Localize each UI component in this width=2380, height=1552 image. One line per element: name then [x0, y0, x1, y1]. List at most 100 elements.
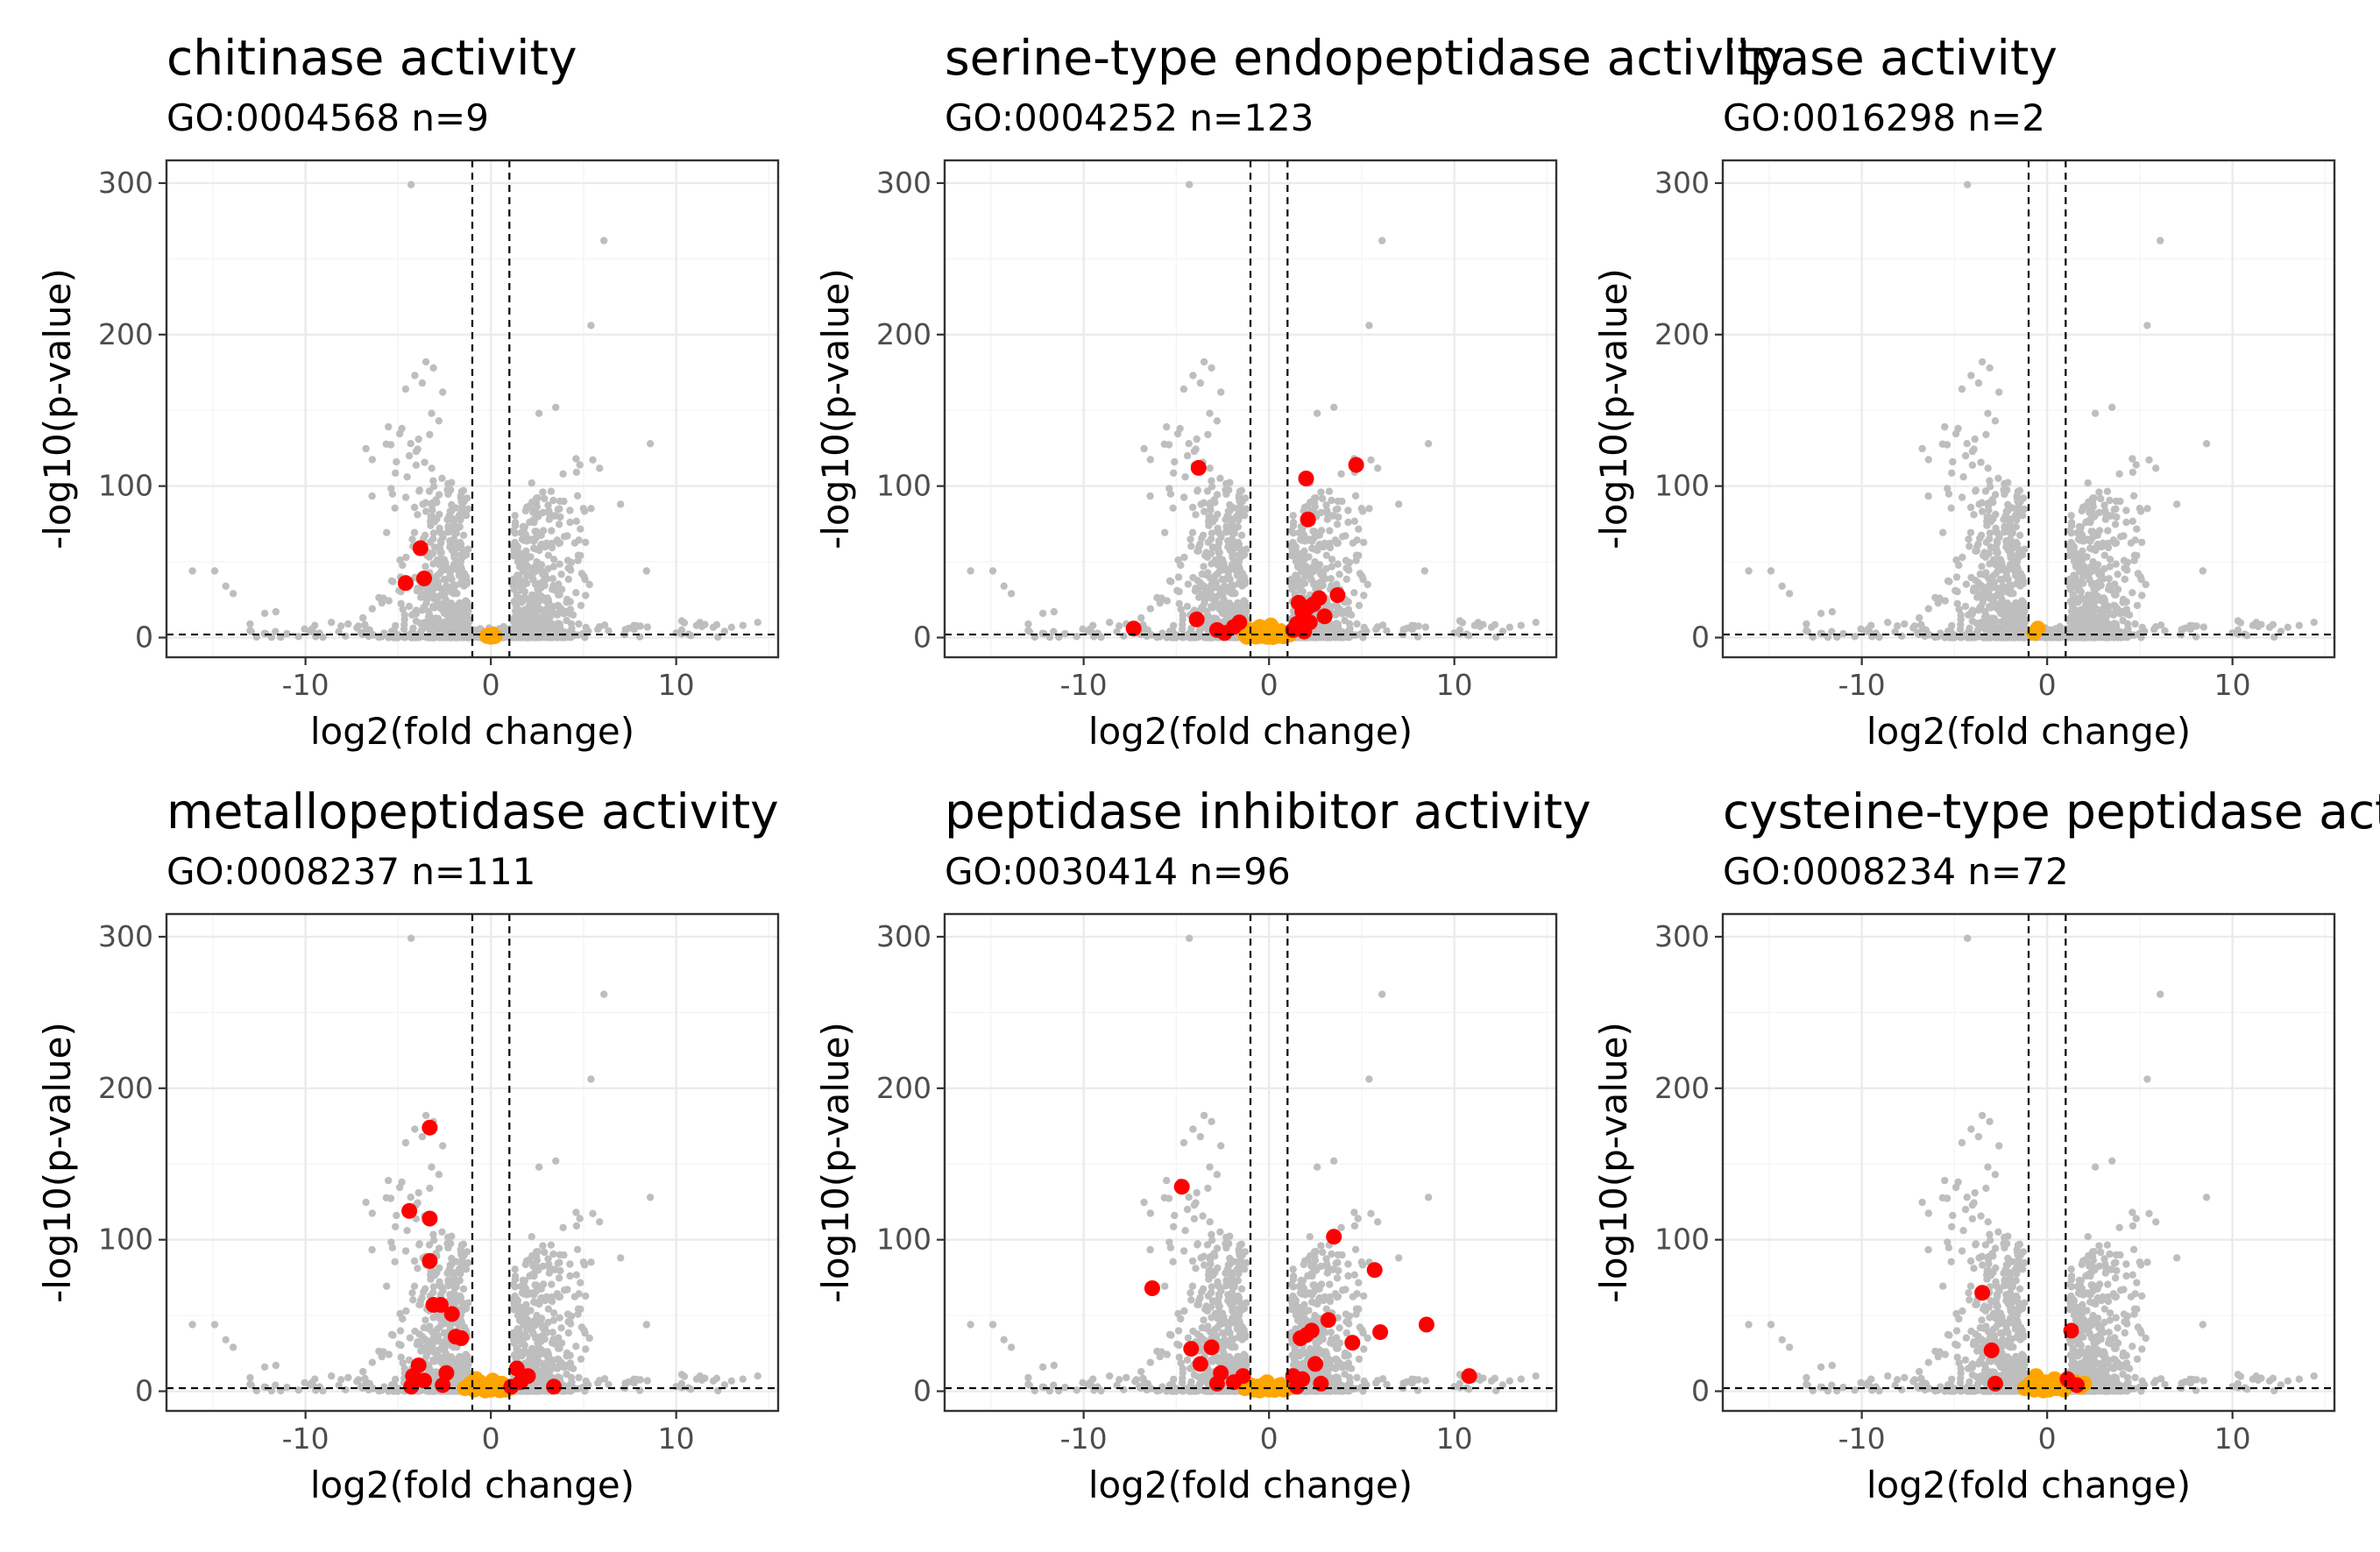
background-gene-point [547, 487, 556, 495]
background-gene-point [533, 503, 541, 511]
background-gene-point [1999, 576, 2007, 584]
nonsignificant-go-gene-point [1263, 617, 1279, 634]
y-tick-label: 100 [98, 469, 153, 503]
background-gene-point [1986, 477, 1994, 485]
background-gene-point [522, 547, 530, 555]
background-gene-point [579, 505, 587, 513]
background-gene-point [422, 507, 430, 515]
background-gene-point [1174, 556, 1182, 564]
background-gene-point [1038, 609, 1047, 618]
background-gene-point [589, 456, 597, 464]
background-gene-point [557, 634, 565, 641]
background-gene-point [1914, 630, 1922, 638]
background-gene-point [1977, 458, 1985, 466]
background-gene-point [1984, 409, 1992, 417]
background-gene-point [442, 559, 450, 567]
background-gene-point [584, 627, 592, 635]
background-gene-point [1875, 633, 1883, 641]
background-gene-point [2100, 542, 2107, 549]
background-gene-point [246, 620, 254, 628]
background-gene-point [2090, 494, 2098, 502]
background-gene-point [1323, 515, 1332, 523]
background-gene-point [2295, 621, 2303, 629]
background-gene-point [2097, 494, 2105, 503]
background-gene-point [421, 531, 429, 539]
background-gene-point [2002, 523, 2011, 531]
x-tick-label: 0 [2038, 668, 2057, 702]
background-gene-point [531, 528, 539, 535]
background-gene-point [2133, 601, 2142, 610]
background-gene-point [429, 560, 437, 568]
background-gene-point [557, 585, 566, 593]
background-gene-point [2085, 614, 2093, 622]
background-gene-point [443, 582, 450, 590]
background-gene-point [1177, 606, 1185, 613]
background-gene-point [550, 586, 559, 594]
background-gene-point [1170, 621, 1178, 630]
background-gene-point [2014, 544, 2022, 552]
background-gene-point [1974, 626, 1982, 634]
points-layer [967, 181, 1540, 645]
significant-go-gene-point [1231, 614, 1248, 631]
background-gene-point [2094, 625, 2102, 633]
background-gene-point [1183, 451, 1192, 460]
background-gene-point [1963, 440, 1971, 448]
background-gene-point [448, 634, 456, 641]
background-gene-point [1424, 440, 1433, 448]
background-gene-point [511, 529, 519, 537]
significant-go-gene-point [1348, 457, 1364, 473]
background-gene-point [419, 500, 427, 508]
background-gene-point [1198, 604, 1206, 612]
background-gene-point [1289, 519, 1298, 527]
background-gene-point [1322, 551, 1331, 559]
background-gene-point [1924, 605, 1932, 613]
background-gene-point [1328, 563, 1336, 570]
background-gene-point [1344, 507, 1352, 514]
background-gene-point [1342, 575, 1351, 584]
background-gene-point [409, 624, 417, 633]
background-gene-point [527, 535, 535, 543]
background-gene-point [720, 627, 729, 635]
background-gene-point [577, 525, 584, 533]
background-gene-point [446, 613, 455, 620]
background-gene-point [1192, 511, 1200, 519]
background-gene-point [545, 634, 553, 641]
background-gene-point [566, 564, 574, 573]
background-gene-point [1987, 543, 1994, 551]
background-gene-point [1953, 599, 1961, 607]
background-gene-point [1979, 507, 1987, 515]
background-gene-point [1951, 586, 1959, 595]
background-gene-point [1785, 590, 1794, 598]
background-gene-point [1992, 527, 2000, 535]
background-gene-point [577, 551, 584, 560]
background-gene-point [2011, 600, 2019, 608]
y-tick-label: 300 [98, 166, 153, 200]
background-gene-point [1958, 493, 1966, 501]
background-gene-point [247, 627, 255, 635]
background-gene-point [1211, 515, 1219, 523]
background-gene-point [2143, 505, 2151, 513]
background-gene-point [2161, 627, 2169, 635]
background-gene-point [570, 539, 579, 547]
background-gene-point [440, 591, 448, 599]
background-gene-point [1966, 503, 1975, 512]
background-gene-point [1986, 620, 1994, 627]
background-gene-point [210, 567, 219, 575]
background-gene-point [540, 613, 548, 622]
background-gene-point [754, 619, 761, 627]
background-gene-point [1971, 435, 1979, 443]
background-gene-point [429, 620, 437, 627]
background-gene-point [1982, 430, 1990, 439]
background-gene-point [1163, 597, 1172, 605]
background-gene-point [581, 576, 589, 584]
background-gene-point [2108, 403, 2116, 411]
background-gene-point [1421, 623, 1430, 631]
background-gene-point [563, 629, 571, 638]
background-gene-point [1974, 379, 1983, 387]
background-gene-point [1745, 567, 1753, 575]
background-gene-point [2066, 552, 2074, 560]
background-gene-point [1299, 563, 1307, 571]
background-gene-point [1224, 543, 1232, 551]
background-gene-point [572, 589, 580, 597]
background-gene-point [1166, 490, 1175, 498]
